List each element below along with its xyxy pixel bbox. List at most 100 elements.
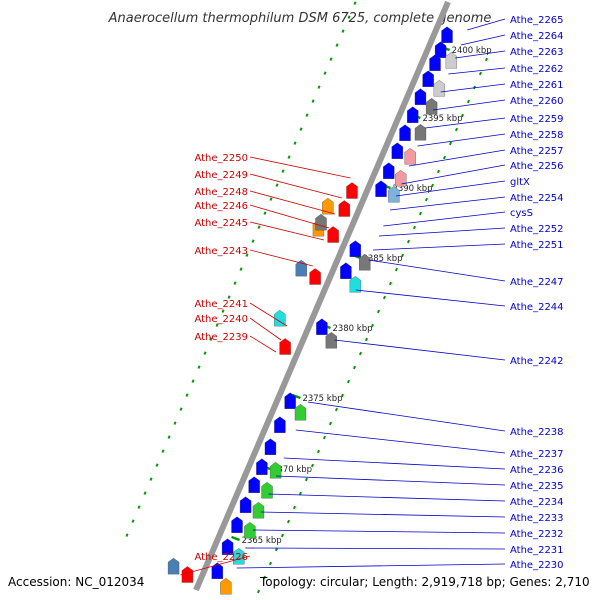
- ring-dot: [263, 211, 267, 215]
- gene-glyph: [220, 578, 232, 595]
- tick-label: 2395 kbp: [422, 114, 462, 124]
- gene-features: [167, 26, 457, 595]
- gene-label-right: Athe_2261: [510, 80, 564, 91]
- ring-dot: [376, 309, 380, 314]
- gene-glyph: [425, 98, 438, 115]
- ring-dot: [334, 407, 338, 412]
- leader-line: [432, 99, 506, 111]
- leader-line: [276, 475, 506, 486]
- gene-glyph: [252, 502, 265, 519]
- gene-glyph: [388, 186, 400, 203]
- ring-dot: [436, 169, 440, 174]
- tick-label: 2365 kbp: [242, 536, 282, 546]
- ring-dot: [256, 589, 260, 594]
- gene-label-right: gltX: [510, 177, 530, 188]
- leader-line: [236, 563, 506, 569]
- ring-dot: [239, 267, 243, 271]
- gene-glyph: [231, 516, 243, 533]
- ring-dot: [268, 561, 272, 566]
- ring-dot: [299, 127, 303, 131]
- ring-dot: [233, 281, 237, 285]
- leader-line: [249, 204, 330, 229]
- leader-line: [249, 190, 336, 215]
- leader-line: [180, 555, 251, 576]
- ring-dot: [209, 337, 213, 341]
- gene-glyph: [239, 496, 252, 513]
- ring-dot: [161, 449, 165, 453]
- leader-line: [417, 133, 506, 147]
- leader-line: [355, 289, 506, 307]
- leader-line: [249, 249, 313, 267]
- ring-dot: [394, 267, 398, 272]
- gene-label-right: Athe_2254: [510, 193, 564, 204]
- ring-dot: [287, 155, 291, 159]
- gene-label-right: Athe_2264: [510, 31, 564, 42]
- tick-label: 2385 kbp: [362, 254, 402, 264]
- ring-dot: [460, 113, 464, 118]
- ring-dot: [400, 253, 404, 258]
- gene-label-right: Athe_2252: [510, 224, 564, 235]
- gene-glyph: [233, 548, 245, 565]
- gene-glyph: [248, 476, 260, 493]
- gene-label-right: Athe_2251: [510, 240, 564, 251]
- leader-line: [245, 547, 506, 550]
- gene-label-right: Athe_2247: [510, 277, 564, 288]
- gene-glyph: [414, 88, 427, 105]
- ring-dot: [179, 407, 183, 411]
- ring-dot: [257, 225, 261, 229]
- gene-label-right: Athe_2236: [510, 465, 564, 476]
- ring-dot: [358, 351, 362, 356]
- gene-label-left: Athe_2239: [194, 332, 248, 343]
- leader-line: [368, 259, 506, 282]
- ring-dot: [197, 365, 201, 369]
- gene-glyph: [315, 213, 327, 231]
- ring-dot: [466, 99, 470, 104]
- leader-line: [378, 227, 506, 237]
- gene-glyph: [274, 309, 286, 327]
- ring-dot: [292, 505, 296, 510]
- ring-dot: [412, 225, 416, 230]
- ring-dot: [245, 253, 249, 257]
- gene-glyph: [383, 162, 395, 179]
- ring-dot: [418, 211, 422, 216]
- gene-glyph: [181, 566, 194, 583]
- ring-dot: [167, 435, 171, 439]
- gene-glyph: [325, 332, 337, 349]
- gene-label-left: Athe_2248: [194, 187, 248, 198]
- leader-line: [249, 156, 351, 179]
- ring-dot: [274, 547, 278, 552]
- gene-glyph: [395, 170, 407, 187]
- ring-dot: [173, 421, 177, 425]
- ring-dot: [346, 379, 350, 384]
- ring-dot: [262, 575, 266, 580]
- ring-dot: [328, 421, 332, 426]
- ring-dot: [310, 463, 314, 468]
- ring-dot: [382, 295, 386, 300]
- ring-dot: [323, 71, 327, 75]
- leader-line: [455, 50, 506, 59]
- leader-line: [440, 83, 506, 93]
- label-leader-lines: [180, 18, 506, 576]
- gene-glyph: [279, 338, 291, 355]
- ring-dot: [311, 99, 315, 103]
- gene-glyph: [269, 462, 282, 479]
- leader-line: [401, 164, 506, 185]
- leader-line: [249, 221, 325, 241]
- ring-dot: [388, 281, 392, 286]
- gene-glyph: [359, 254, 371, 271]
- tick-mark: [231, 535, 241, 542]
- ring-dot: [137, 505, 141, 509]
- ring-dot: [125, 533, 129, 537]
- ring-dot: [305, 113, 309, 117]
- gene-label-left: Athe_2246: [194, 201, 248, 212]
- leader-line: [249, 302, 288, 327]
- gene-label-right: Athe_2238: [510, 427, 564, 438]
- leader-line: [307, 401, 506, 432]
- ring-dot: [227, 295, 231, 299]
- feature-rings: [125, 1, 488, 594]
- ring-dot: [221, 309, 225, 313]
- gene-glyph: [309, 268, 321, 285]
- gene-glyph: [375, 180, 387, 197]
- gene-glyph: [441, 26, 453, 43]
